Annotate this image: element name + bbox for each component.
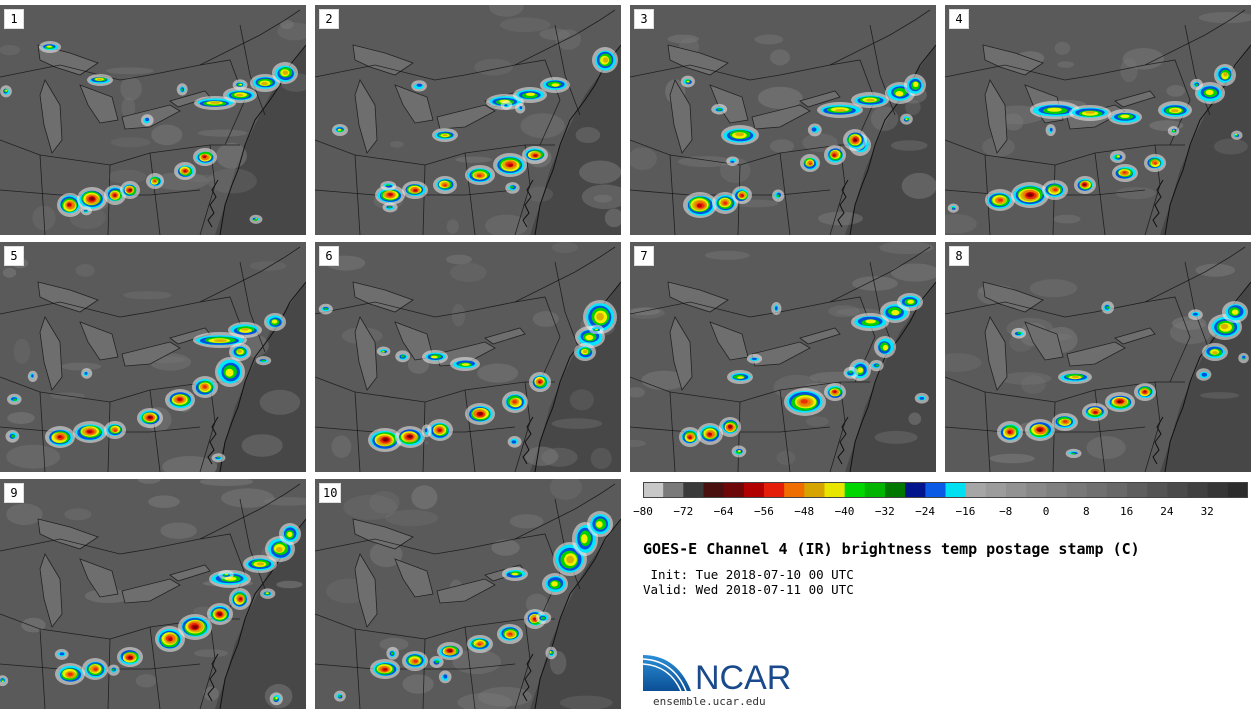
colorbar-tick: −64 (713, 505, 734, 518)
ir-satellite-map (315, 479, 621, 709)
colorbar-swatch (764, 482, 785, 498)
colorbar-tick: −56 (753, 505, 774, 518)
colorbar-swatch (723, 482, 745, 498)
colorbar-swatch (925, 482, 946, 498)
colorbar-swatch (1187, 482, 1209, 498)
colorbar-tick: −40 (834, 505, 855, 518)
ir-satellite-map (315, 5, 621, 235)
ir-satellite-map (0, 479, 306, 709)
postage-stamp-9: 9 (0, 479, 306, 709)
colorbar-swatch (1026, 482, 1047, 498)
colorbar-swatch (1006, 482, 1027, 498)
postage-stamp-7: 7 (630, 242, 936, 472)
colorbar-swatch (703, 482, 725, 498)
colorbar-tick: −32 (874, 505, 895, 518)
postage-stamp-3: 3 (630, 5, 936, 235)
colorbar-swatch (663, 482, 684, 498)
postage-stamp-2: 2 (315, 5, 621, 235)
colorbar-swatch (965, 482, 987, 498)
colorbar-swatch (1227, 482, 1248, 498)
colorbar-swatch (643, 482, 664, 498)
colorbar-tick: −24 (915, 505, 936, 518)
member-number: 3 (634, 9, 654, 29)
colorbar-swatch (1046, 482, 1067, 498)
ncar-url: ensemble.ucar.edu (653, 695, 766, 708)
colorbar-tick: 24 (1160, 505, 1174, 518)
colorbar-swatch (804, 482, 825, 498)
postage-stamp-5: 5 (0, 242, 306, 472)
colorbar-swatch (1147, 482, 1168, 498)
colorbar-swatch (1066, 482, 1088, 498)
temperature-colorbar (643, 482, 1248, 498)
colorbar-tick: 32 (1200, 505, 1214, 518)
colorbar-swatch (683, 482, 704, 498)
colorbar-tick: −72 (673, 505, 694, 518)
member-number: 10 (319, 483, 342, 503)
ir-satellite-map (0, 242, 306, 472)
member-number: 6 (319, 246, 339, 266)
colorbar-swatch (945, 482, 967, 498)
colorbar-swatch (1106, 482, 1128, 498)
colorbar-tick: 16 (1119, 505, 1134, 518)
colorbar-tick: 0 (1042, 505, 1050, 518)
colorbar-tick: −80 (633, 505, 653, 518)
member-number: 8 (949, 246, 969, 266)
postage-stamp-8: 8 (945, 242, 1251, 472)
member-number: 4 (949, 9, 969, 29)
colorbar-swatch (743, 482, 765, 498)
colorbar-swatch (905, 482, 926, 498)
member-number: 2 (319, 9, 339, 29)
member-number: 5 (4, 246, 24, 266)
postage-stamp-1: 1 (0, 5, 306, 235)
postage-stamp-10: 10 (315, 479, 621, 709)
member-number: 1 (4, 9, 24, 29)
ir-satellite-map (630, 242, 936, 472)
postage-stamp-6: 6 (315, 242, 621, 472)
valid-time: Valid: Wed 2018-07-11 00 UTC (643, 582, 854, 597)
ir-satellite-map (945, 242, 1251, 472)
ncar-logo: NCAR (643, 655, 791, 695)
init-time: Init: Tue 2018-07-10 00 UTC (643, 567, 854, 582)
svg-text:NCAR: NCAR (695, 659, 791, 695)
colorbar-swatch (985, 482, 1007, 498)
ir-satellite-map (945, 5, 1251, 235)
colorbar-swatch (885, 482, 906, 498)
colorbar-tick: −16 (955, 505, 976, 518)
colorbar-swatch (824, 482, 846, 498)
colorbar-swatch (844, 482, 866, 498)
colorbar-swatch (864, 482, 886, 498)
colorbar-swatch (784, 482, 805, 498)
colorbar-tick: 8 (1082, 505, 1090, 518)
colorbar-tick: −48 (794, 505, 815, 518)
figure-title: GOES-E Channel 4 (IR) brightness temp po… (643, 540, 1140, 558)
ir-satellite-map (315, 242, 621, 472)
colorbar-swatch (1167, 482, 1188, 498)
ir-satellite-map (0, 5, 306, 235)
colorbar-tick: −8 (999, 505, 1013, 518)
colorbar-swatch (1086, 482, 1108, 498)
postage-stamp-4: 4 (945, 5, 1251, 235)
colorbar-swatch (1127, 482, 1148, 498)
member-number: 9 (4, 483, 24, 503)
member-number: 7 (634, 246, 654, 266)
ir-satellite-map (630, 5, 936, 235)
colorbar-swatch (1207, 482, 1229, 498)
